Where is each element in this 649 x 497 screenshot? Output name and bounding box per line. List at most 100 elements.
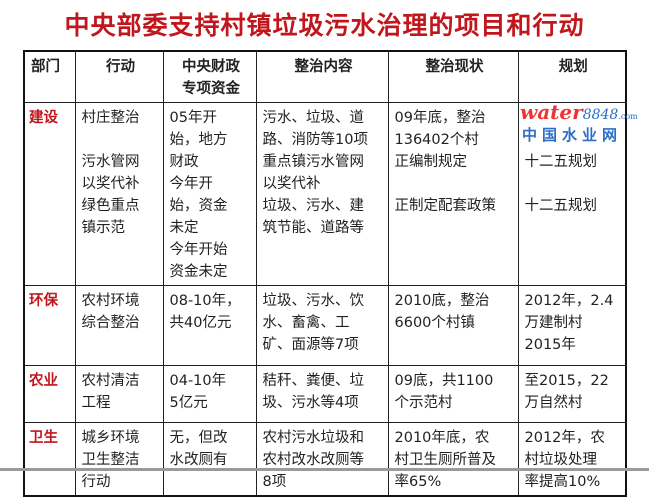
plan-cell: 至2015，22 万自然村 [517,365,627,423]
cell-line: 镇示范 [81,220,126,236]
cell-line: 资金未定 [169,264,228,280]
dept-cell: 环保 [23,285,76,366]
content-cell: 秸秆、粪便、垃 圾、污水等4项 [255,365,389,423]
cell-line: 路、消防等10项 [262,132,368,148]
header-plan: 规划 [517,50,627,103]
action-cell: 村庄整治 污水管网 以奖代补 绿色重点 镇示范 [74,102,164,286]
cell-line: 村庄整治 [81,110,140,126]
cell-line: 垃圾、污水、饮 [262,293,365,309]
status-cell: 2010底，整治 6600个村镇 [387,285,519,366]
status-cell: 2010年底，农 村卫生厕所普及 率65% [387,422,519,497]
cell-line: 今年开 [169,176,214,192]
cell-line: 卫生整洁 [81,452,140,468]
cell-line: 始，资金 [169,198,228,214]
header-funding: 中央财政 专项资金 [162,50,257,103]
cell-line: 万建制村 [524,315,583,331]
cell-line: 以奖代补 [262,176,321,192]
action-cell: 农村环境 综合整治 [74,285,164,366]
cell-line: 秸秆、粪便、垃 [262,373,365,389]
cell-line: 污水、垃圾、道 [262,110,365,126]
cell-line: 综合整治 [81,315,140,331]
watermark-cn: 中国水业网 [522,126,623,144]
cell-line: 8项 [262,474,287,490]
cell-line: 水、畜禽、工 [262,315,350,331]
table-row: 建设 村庄整治 污水管网 以奖代补 绿色重点 镇示范 05年开 始，地方 财政 今年开 始，资金 未定… [23,102,627,286]
cell-line: 未定 [169,220,199,236]
cell-line: 污水管网 [81,154,140,170]
cell-line: 至2015，22 [524,373,609,389]
cell-line: 2012年，2.4 [524,293,614,309]
header-status: 整治现状 [387,50,519,103]
header-dept: 部门 [23,50,76,103]
table-row: 农业 农村清洁 工程 04-10年 5亿元 秸秆、粪便、垃 圾、污水等4项 09底，共1100… [23,365,627,423]
cell-line: 水改厕有 [169,452,228,468]
cell-line: 今年开始 [169,242,228,258]
cell-line: 率65% [394,474,442,490]
cell-line: 城乡环境 [81,430,140,446]
cell-line: 共40亿元 [169,315,232,331]
dept-cell: 农业 [23,365,76,423]
cell-line: 5亿元 [169,395,208,411]
dept-cell: 建设 [23,102,76,286]
cell-line [82,129,160,151]
watermark-brand: water [520,100,583,124]
watermark-logo: water8848.com [520,100,638,124]
cell-line: 万自然村 [524,395,583,411]
cell-line: 十二五规划 [524,154,598,170]
cell-line: 6600个村镇 [394,315,475,331]
cell-line: 正制定配套政策 [394,198,497,214]
cell-line: 05年开 [169,110,217,126]
funding-cell: 05年开始，地方财政今年开始，资金未定今年开始资金未定 [162,102,257,286]
slide-title: 中央部委支持村镇垃圾污水治理的项目和行动 [64,11,585,40]
cell-line: 农村清洁 [81,373,140,389]
cell-line: 农村环境 [81,293,140,309]
status-cell: 09年底，整治 136402个村 正编制规定 正制定配套政策 [387,102,519,286]
content-cell: 污水、垃圾、道 路、消防等10项 重点镇污水管网 以奖代补垃圾、污水、建 筑节能、道路等 [255,102,389,286]
dept-cell: 卫生 [23,422,76,497]
projects-table: 部门 行动 中央财政 专项资金 整治内容 整治现状 规划 建设 村庄整治污水管网以… [23,50,627,497]
action-cell: 农村清洁 工程 [74,365,164,423]
cell-line: 财政 [169,154,199,170]
table-row: 卫生 城乡环境 卫生整洁 行动 无，但改 水改厕有 农村污水垃圾和 农村改水改厕等 8项 2010… [23,422,627,497]
bottom-bar [0,468,649,471]
cell-line: 正编制规定 [394,154,468,170]
status-cell: 09底，共1100 个示范村 [387,365,519,423]
cell-line: 2010年底，农 [394,430,490,446]
cell-line: 04-10年 [169,373,227,389]
header-funding-line: 中央财政 [182,59,240,75]
content-cell: 农村污水垃圾和 农村改水改厕等 8项 [255,422,389,497]
watermark-domain: .com [618,112,638,121]
cell-line [525,173,623,195]
cell-line: 垃圾、污水、建 [262,198,365,214]
header-content: 整治内容 [255,50,389,103]
cell-line: 2015年 [524,337,576,353]
cell-line: 始，地方 [169,132,228,148]
cell-line: 圾、污水等4项 [262,395,359,411]
plan-cell: 十二五规划 十二五规划 [517,102,627,286]
cell-line: 农村改水改厕等 [262,452,365,468]
table-row: 环保 农村环境 综合整治 08-10年， 共40亿元 垃圾、污水、饮 水、畜禽、工 矿、面源等… [23,285,627,366]
funding-cell: 08-10年， 共40亿元 [162,285,257,366]
cell-line: 以奖代补 [81,176,140,192]
cell-line: 行动 [81,474,111,490]
funding-cell: 无，但改 水改厕有 [162,422,257,497]
plan-cell: 2012年，农 村垃圾处理 率提高10% [517,422,627,497]
cell-line [395,173,515,195]
plan-cell: 2012年，2.4 万建制村 2015年 [517,285,627,366]
cell-line: 筑节能、道路等 [262,220,365,236]
header-row: 部门 行动 中央财政 专项资金 整治内容 整治现状 规划 [23,50,627,103]
cell-line: 矿、面源等7项 [262,337,359,353]
header-funding-line: 专项资金 [182,81,240,97]
funding-cell: 04-10年 5亿元 [162,365,257,423]
cell-line: 村卫生厕所普及 [394,452,497,468]
header-action: 行动 [74,50,164,103]
cell-line: 十二五规划 [524,198,598,214]
content-cell: 垃圾、污水、饮 水、畜禽、工 矿、面源等7项 [255,285,389,366]
cell-line: 09底，共1100 [394,373,494,389]
cell-line: 重点镇污水管网 [262,154,365,170]
cell-line: 2012年，农 [524,430,605,446]
cell-line: 个示范村 [394,395,453,411]
cell-line: 2010底，整治 [394,293,490,309]
cell-line: 09年底，整治 [394,110,486,126]
watermark-number: 8848 [582,107,619,123]
